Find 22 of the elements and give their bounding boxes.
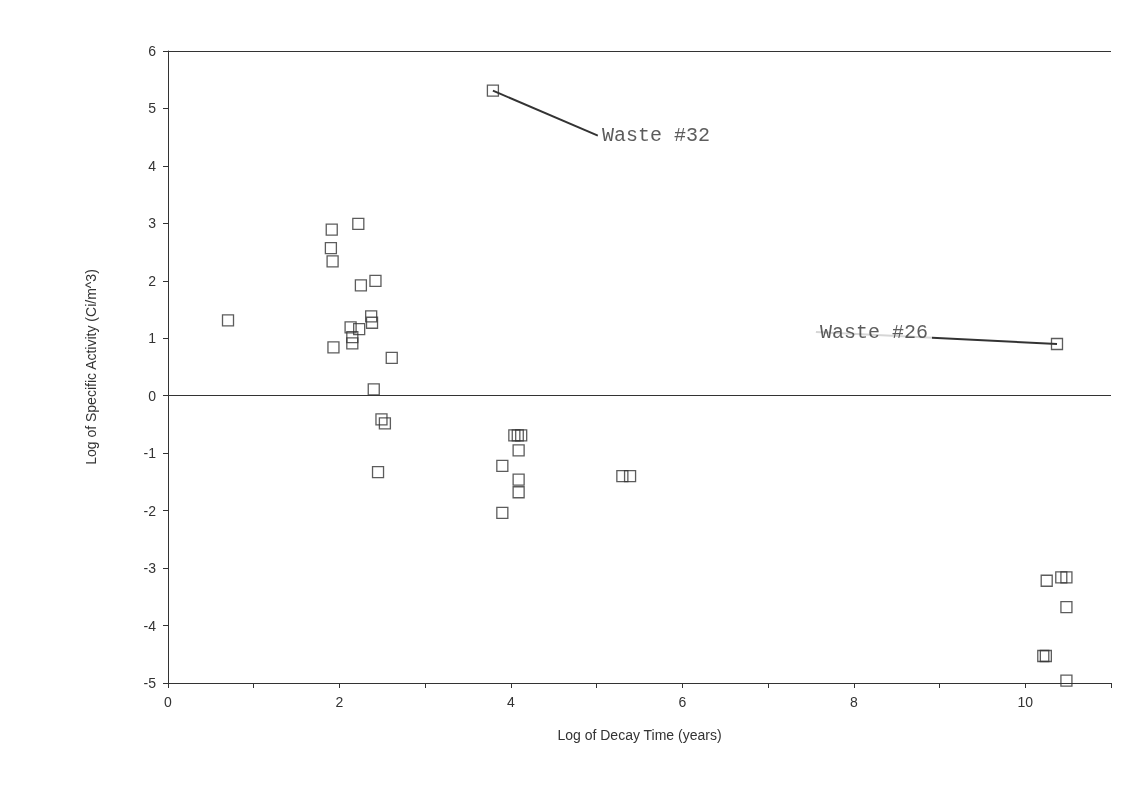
x-tick-label: 4 [507,694,516,710]
y-tick-label: 4 [148,157,157,174]
y-tick-label: -2 [143,502,157,519]
annotation: Waste #32 [601,124,710,148]
y-tick-label: -5 [143,675,157,691]
x-tick-label: 6 [678,694,687,710]
y-tick-label: -1 [143,445,157,462]
y-tick-label: 6 [148,43,157,59]
y-tick-label: 1 [148,330,157,347]
y-tick-label: -3 [143,560,157,577]
y-axis-title: Log of Specific Activity (Ci/m^3) [83,269,99,465]
x-tick-label: 0 [164,694,173,710]
x-tick-label: 8 [849,694,858,710]
x-tick-label: 10 [1017,694,1034,710]
y-tick-label: 0 [148,387,157,404]
y-tick-label: 2 [148,272,157,289]
x-axis-title: Log of Decay Time (years) [557,727,722,743]
annotation: Waste #26 [819,320,928,344]
y-tick-label: -4 [143,617,157,634]
y-tick-label: 5 [148,100,157,117]
x-tick-label: 2 [335,694,344,710]
y-tick-label: 3 [148,215,157,232]
